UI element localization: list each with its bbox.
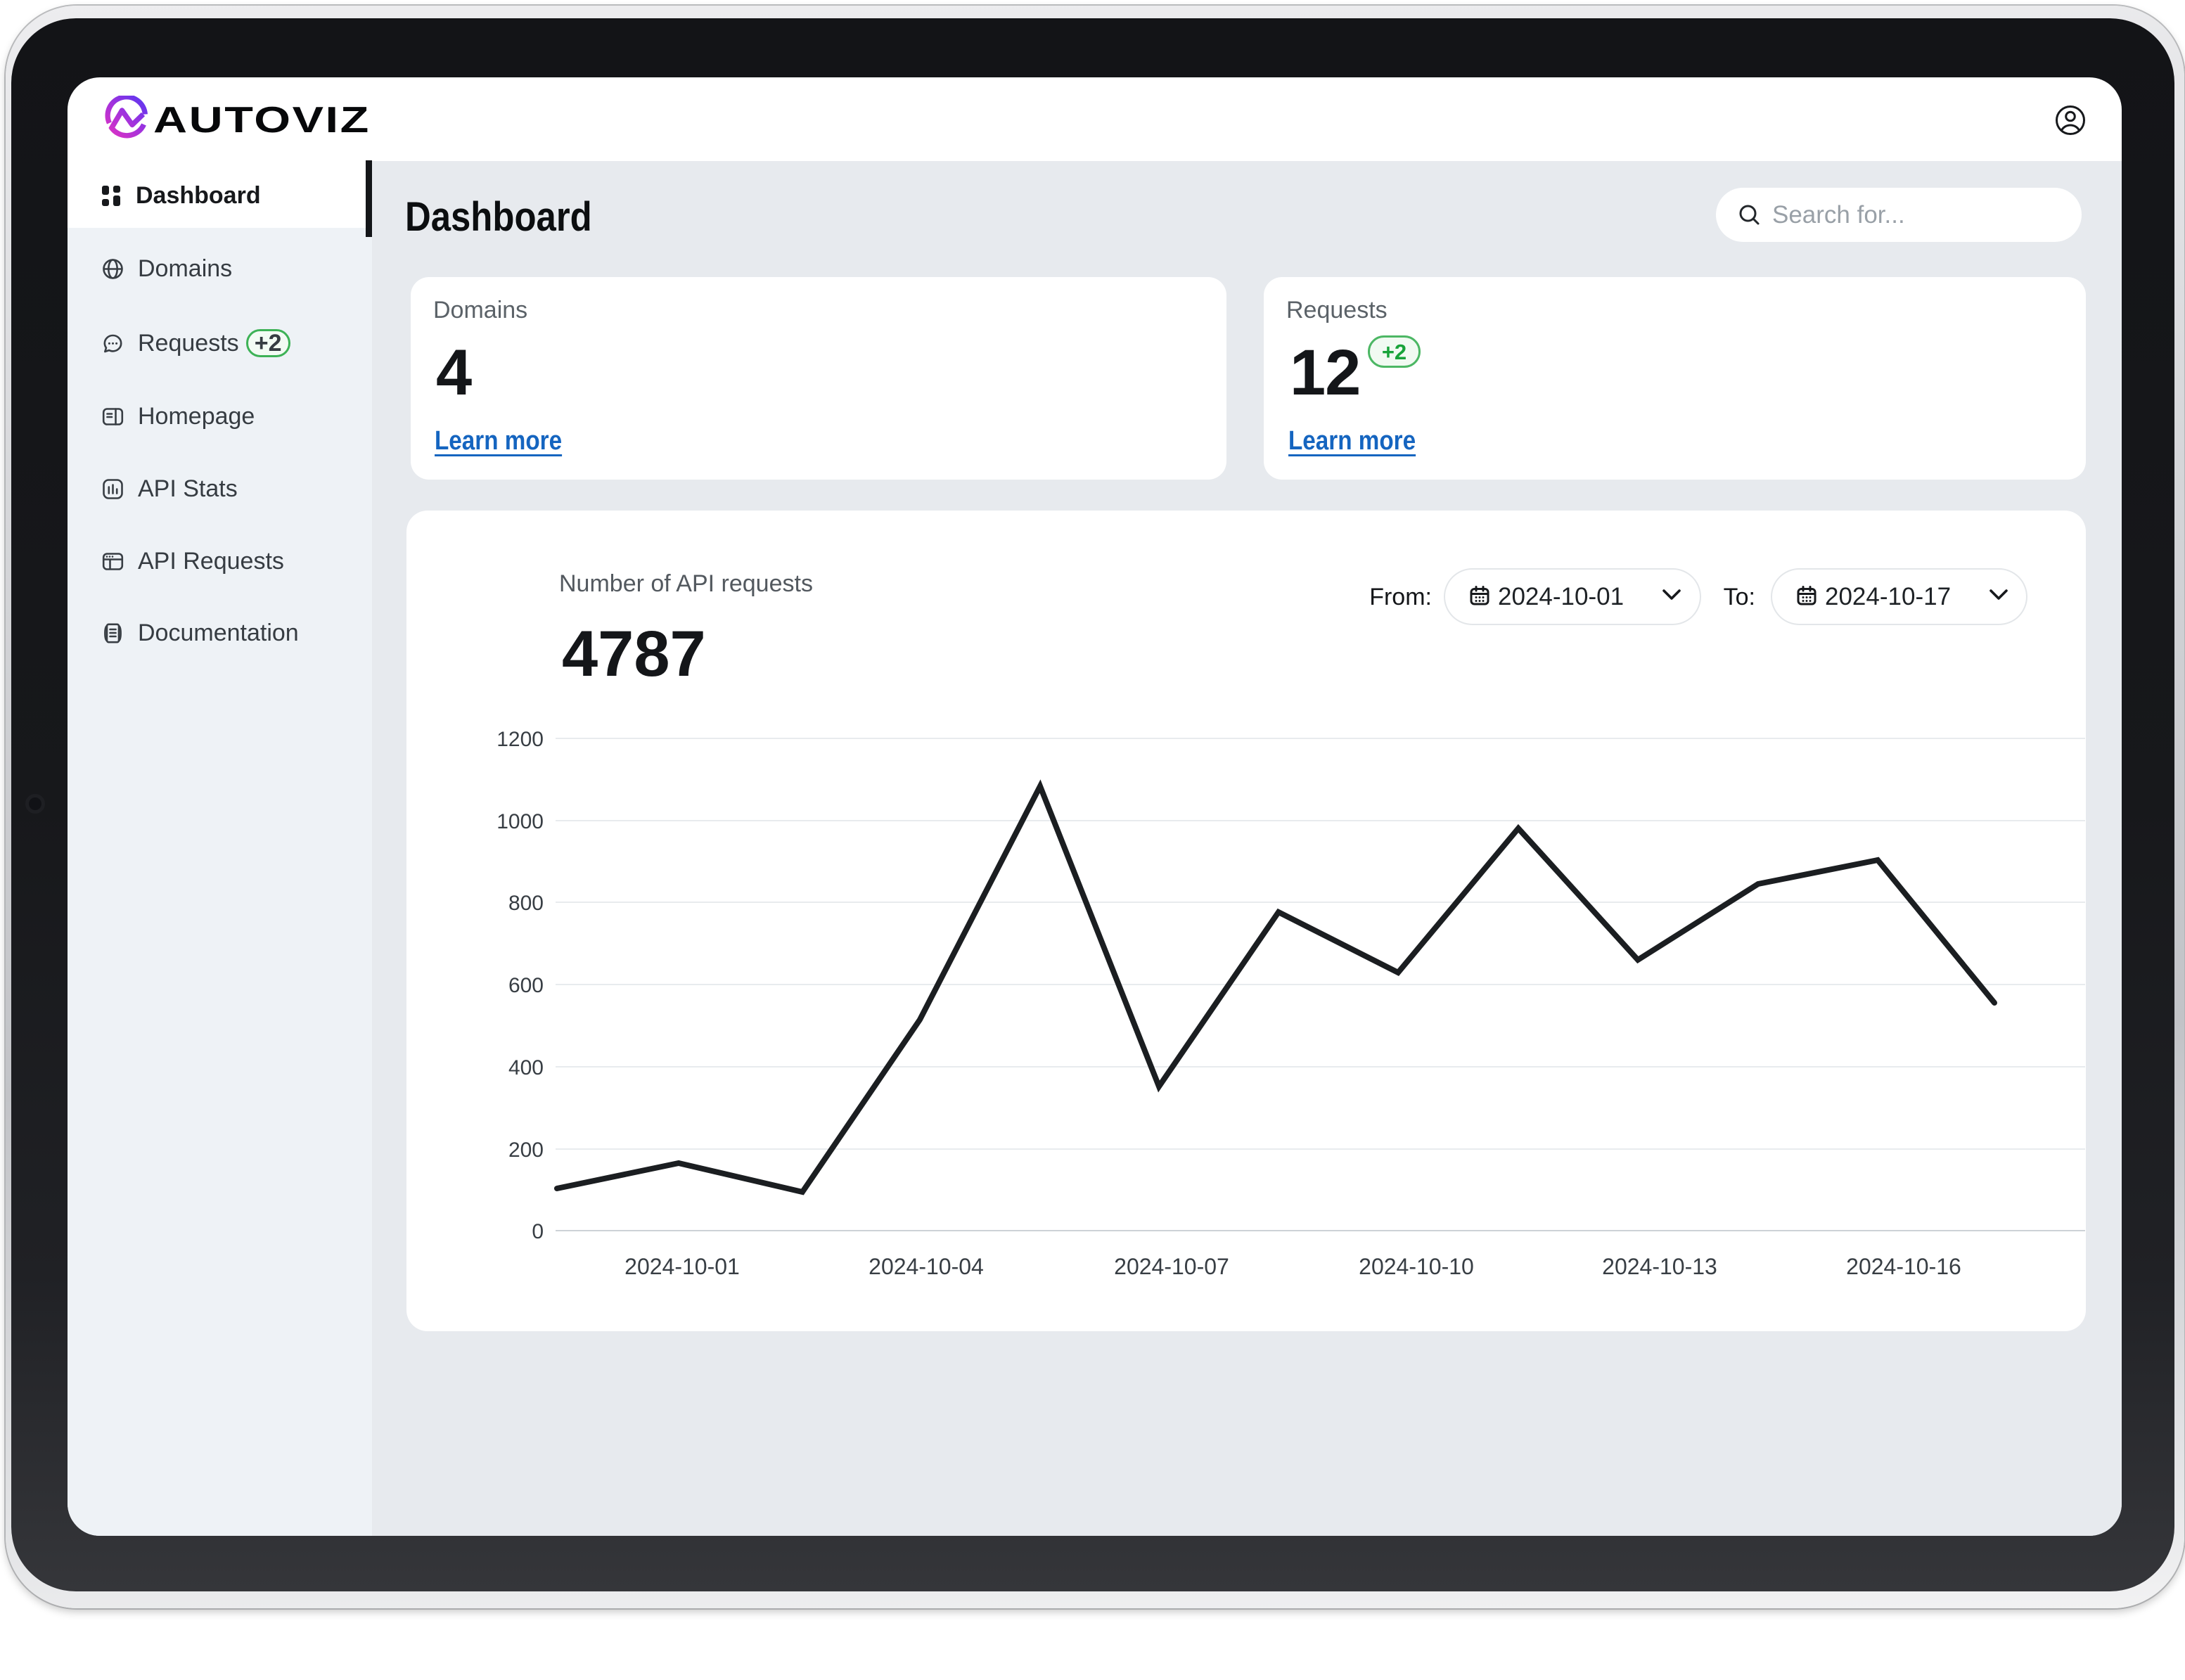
svg-text:Number of API requests: Number of API requests (559, 570, 813, 597)
svg-text:2024-10-16: 2024-10-16 (1846, 1254, 1961, 1279)
svg-text:600: 600 (508, 974, 544, 997)
svg-text:4787: 4787 (562, 618, 706, 690)
svg-text:2024-10-01: 2024-10-01 (1498, 583, 1624, 610)
svg-text:2024-10-17: 2024-10-17 (1825, 583, 1951, 610)
svg-text:2024-10-13: 2024-10-13 (1602, 1254, 1717, 1279)
svg-text:1200: 1200 (496, 728, 544, 751)
svg-text:0: 0 (532, 1220, 544, 1243)
svg-text:200: 200 (508, 1139, 544, 1162)
svg-text:2024-10-04: 2024-10-04 (869, 1254, 984, 1279)
svg-text:To:: To: (1724, 584, 1755, 610)
svg-text:800: 800 (508, 892, 544, 915)
svg-text:400: 400 (508, 1056, 544, 1079)
svg-text:1000: 1000 (496, 810, 544, 833)
svg-text:2024-10-01: 2024-10-01 (624, 1254, 740, 1279)
svg-text:2024-10-07: 2024-10-07 (1114, 1254, 1229, 1279)
svg-text:2024-10-10: 2024-10-10 (1359, 1254, 1474, 1279)
svg-text:From:: From: (1369, 584, 1432, 610)
